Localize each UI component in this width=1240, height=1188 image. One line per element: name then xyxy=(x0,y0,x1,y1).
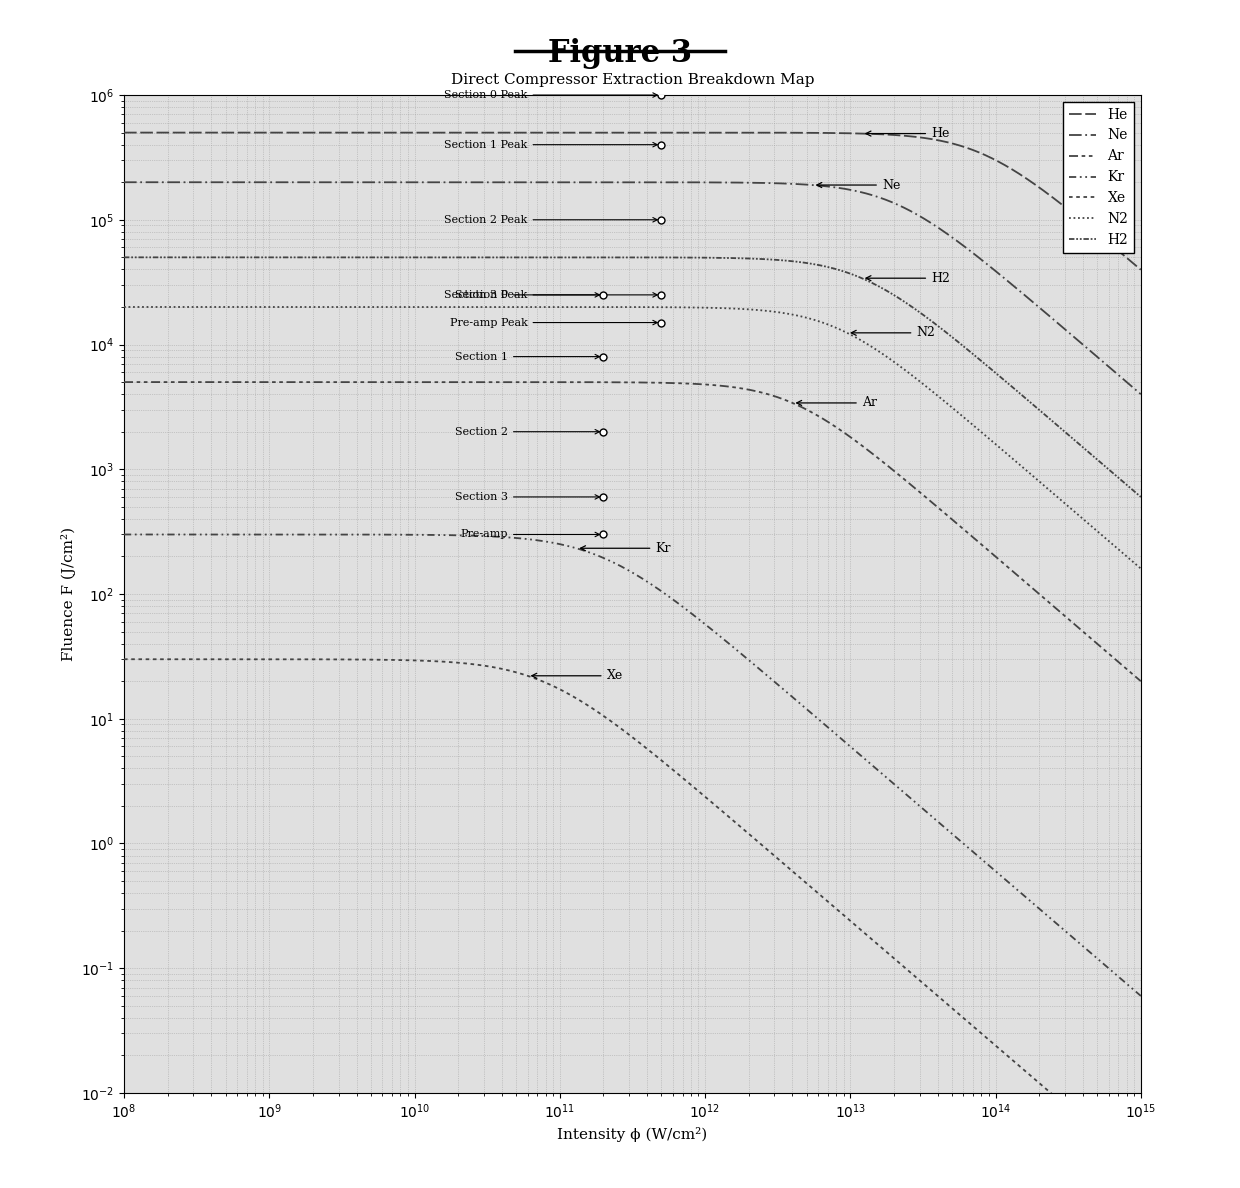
Text: N2: N2 xyxy=(851,327,935,340)
Text: He: He xyxy=(866,127,950,140)
Text: Section 3 Peak: Section 3 Peak xyxy=(444,290,657,299)
Y-axis label: Fluence F (J/cm²): Fluence F (J/cm²) xyxy=(61,527,76,661)
Text: Section 2 Peak: Section 2 Peak xyxy=(444,215,657,225)
Text: Section 0: Section 0 xyxy=(455,290,599,299)
Text: Figure 3: Figure 3 xyxy=(548,38,692,69)
Text: Section 3: Section 3 xyxy=(455,492,599,503)
X-axis label: Intensity ϕ (W/cm²): Intensity ϕ (W/cm²) xyxy=(557,1127,708,1142)
Text: Ar: Ar xyxy=(796,397,877,410)
Text: Section 2: Section 2 xyxy=(455,426,599,437)
Text: Section 1: Section 1 xyxy=(455,352,599,361)
Text: Ne: Ne xyxy=(817,178,900,191)
Text: Section 1 Peak: Section 1 Peak xyxy=(444,140,657,150)
Text: H2: H2 xyxy=(866,272,950,285)
Text: Kr: Kr xyxy=(580,542,671,555)
Legend: He, Ne, Ar, Kr, Xe, N2, H2: He, Ne, Ar, Kr, Xe, N2, H2 xyxy=(1063,102,1133,253)
Text: Section 0 Peak: Section 0 Peak xyxy=(444,90,657,100)
Text: Pre-amp: Pre-amp xyxy=(460,530,599,539)
Text: Pre-amp Peak: Pre-amp Peak xyxy=(450,317,657,328)
Text: Xe: Xe xyxy=(532,669,622,682)
Title: Direct Compressor Extraction Breakdown Map: Direct Compressor Extraction Breakdown M… xyxy=(450,72,815,87)
